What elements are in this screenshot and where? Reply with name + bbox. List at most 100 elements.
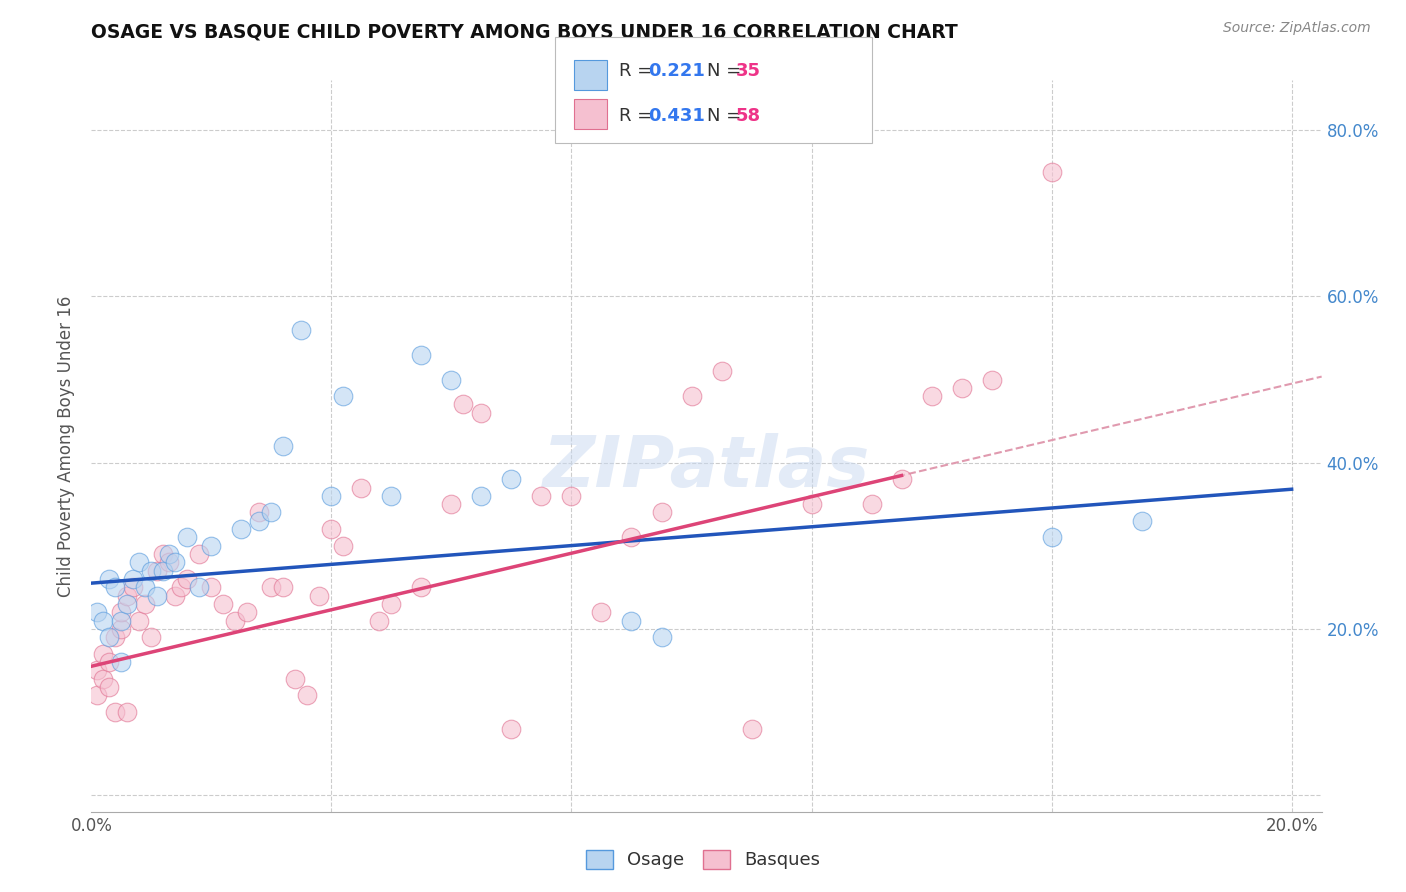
Point (260, 506, 283, 520)
Y-axis label: Child Poverty Among Boys Under 16: Child Poverty Among Boys Under 16 (58, 295, 76, 597)
Point (122, 580, 145, 594)
Text: N =: N = (707, 62, 747, 80)
Point (890, 472, 912, 486)
Point (188, 580, 211, 594)
Point (308, 589, 330, 603)
Text: R =: R = (619, 107, 658, 125)
Point (98, 630, 121, 644)
Point (152, 547, 174, 561)
Point (560, 489, 582, 503)
Point (98, 680, 121, 694)
Point (110, 655, 132, 669)
Point (98, 572, 121, 586)
Point (212, 597, 235, 611)
Point (368, 614, 391, 628)
Point (134, 580, 156, 594)
Point (1040, 164, 1063, 178)
Point (104, 580, 127, 594)
Point (110, 622, 132, 636)
Point (188, 547, 211, 561)
Point (741, 722, 763, 736)
Point (350, 481, 373, 495)
Point (93, 614, 115, 628)
Point (530, 489, 553, 503)
Point (273, 439, 295, 453)
Point (104, 705, 127, 719)
Point (104, 630, 127, 644)
Point (117, 705, 139, 719)
Point (284, 672, 307, 686)
Point (176, 530, 198, 544)
Point (380, 489, 402, 503)
Point (440, 497, 463, 511)
Point (152, 564, 174, 578)
Point (297, 689, 319, 703)
Point (1130, 514, 1153, 528)
Point (128, 555, 150, 569)
Text: 0.221: 0.221 (648, 62, 704, 80)
Point (470, 489, 492, 503)
Point (93, 672, 115, 686)
Point (141, 630, 163, 644)
Point (110, 614, 132, 628)
Point (800, 497, 823, 511)
Point (620, 614, 643, 628)
Point (134, 597, 156, 611)
Point (440, 372, 463, 386)
Text: R =: R = (619, 62, 658, 80)
Point (141, 564, 163, 578)
Point (122, 572, 145, 586)
Point (231, 522, 253, 536)
Point (950, 381, 973, 395)
Point (470, 406, 492, 420)
Point (273, 580, 295, 594)
Text: 0.431: 0.431 (648, 107, 704, 125)
Point (86, 605, 108, 619)
Text: N =: N = (707, 107, 747, 125)
Point (200, 539, 222, 553)
Point (411, 347, 433, 362)
Point (501, 472, 523, 486)
Text: 58: 58 (735, 107, 761, 125)
Point (710, 364, 733, 378)
Point (860, 497, 883, 511)
Point (591, 605, 613, 619)
Point (224, 614, 246, 628)
Point (176, 572, 198, 586)
Point (980, 372, 1002, 386)
Point (620, 530, 643, 544)
Point (1040, 530, 1063, 544)
Point (290, 323, 312, 337)
Point (249, 514, 271, 528)
Point (321, 489, 343, 503)
Point (146, 589, 169, 603)
Point (157, 555, 180, 569)
Legend: Osage, Basques: Osage, Basques (576, 840, 830, 879)
Point (681, 389, 703, 403)
Point (165, 555, 187, 569)
Point (86, 664, 108, 678)
Point (332, 389, 354, 403)
Point (93, 647, 115, 661)
Point (650, 630, 672, 644)
Point (117, 597, 139, 611)
Text: ZIPatlas: ZIPatlas (543, 434, 870, 502)
Point (200, 580, 222, 594)
Point (98, 655, 121, 669)
Point (157, 547, 180, 561)
Text: Source: ZipAtlas.com: Source: ZipAtlas.com (1223, 21, 1371, 35)
Point (170, 580, 193, 594)
Point (260, 580, 283, 594)
Point (332, 539, 354, 553)
Point (321, 522, 343, 536)
Point (380, 597, 402, 611)
Point (165, 589, 187, 603)
Point (117, 589, 139, 603)
Point (86, 689, 108, 703)
Text: 35: 35 (735, 62, 761, 80)
Point (110, 605, 132, 619)
Text: OSAGE VS BASQUE CHILD POVERTY AMONG BOYS UNDER 16 CORRELATION CHART: OSAGE VS BASQUE CHILD POVERTY AMONG BOYS… (91, 22, 957, 41)
Point (921, 389, 943, 403)
Point (650, 506, 672, 520)
Point (236, 605, 259, 619)
